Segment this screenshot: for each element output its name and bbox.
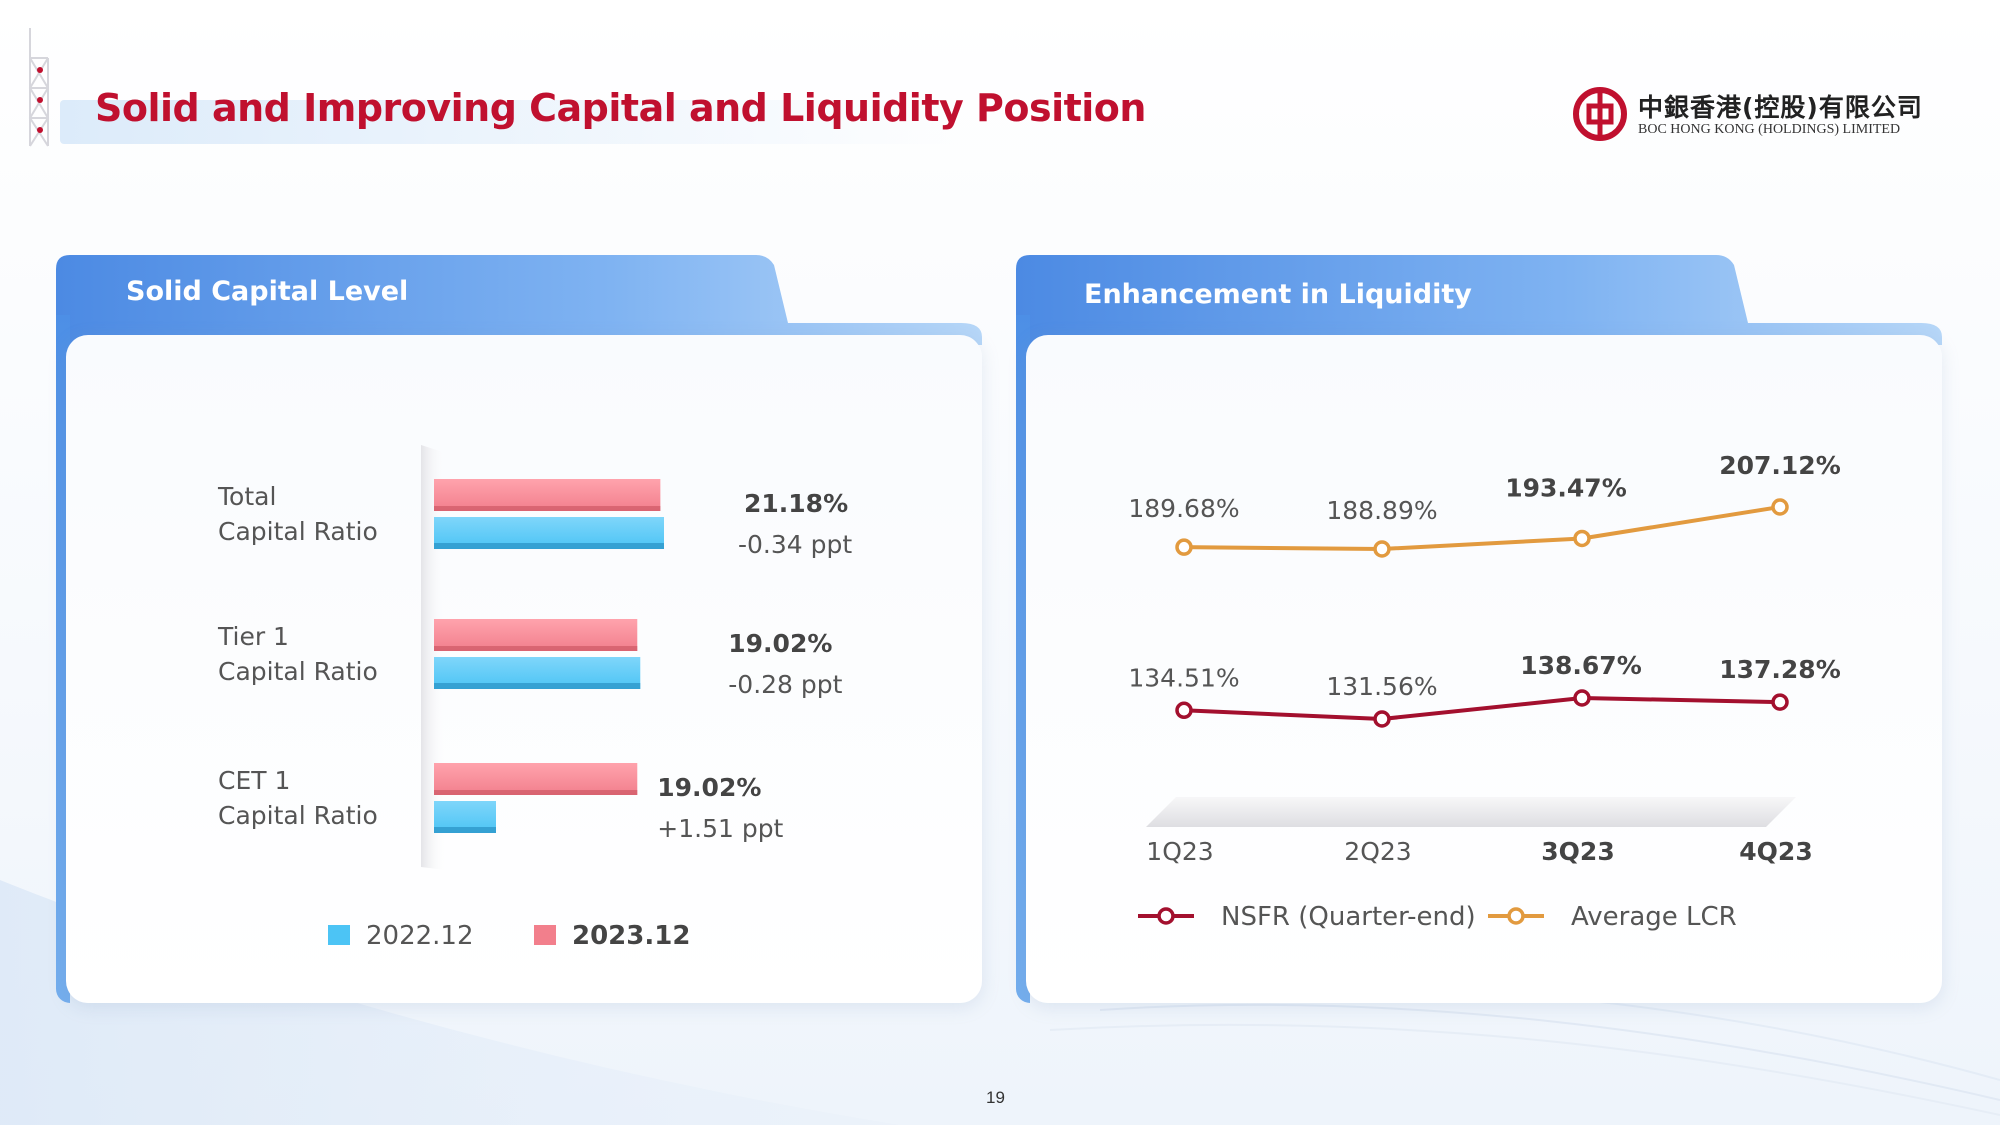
bar-2022-shadow bbox=[434, 543, 664, 549]
lcr-data-label: 193.47% bbox=[1505, 473, 1627, 502]
bar-2023 bbox=[434, 479, 661, 511]
legend-label-nsfr: NSFR (Quarter-end) bbox=[1221, 902, 1476, 932]
category-label-line1: CET 1 bbox=[218, 766, 290, 795]
nsfr-data-label: 131.56% bbox=[1326, 672, 1437, 701]
liquidity-panel-body: 189.68% 188.89% 193.47% 207.12% 134.51% 131.5… bbox=[1026, 335, 1942, 1003]
nsfr-data-label: 137.28% bbox=[1719, 655, 1841, 684]
bar-2023-shadow bbox=[434, 646, 638, 651]
legend-label-2022: 2022.12 bbox=[366, 921, 474, 951]
x-tick-label: 4Q23 bbox=[1739, 837, 1812, 866]
bar-value-label: 21.18% bbox=[744, 489, 848, 518]
company-logo: 中銀香港(控股)有限公司 BOC HONG KONG (HOLDINGS) LI… bbox=[1572, 86, 1932, 146]
bar-2023-shadow bbox=[434, 506, 661, 511]
x-tick-label: 3Q23 bbox=[1541, 837, 1614, 866]
category-label-line1: Tier 1 bbox=[217, 622, 289, 651]
category-label-line2: Capital Ratio bbox=[218, 517, 378, 546]
category-label-line2: Capital Ratio bbox=[218, 657, 378, 686]
nsfr-point bbox=[1771, 693, 1789, 711]
tower-logo-icon bbox=[28, 28, 50, 147]
category-label-line1: Total bbox=[217, 482, 276, 511]
nsfr-point bbox=[1175, 701, 1193, 720]
liquidity-panel-header-tab bbox=[1016, 255, 1942, 345]
line-chart-legend: NSFR (Quarter-end) Average LCR bbox=[1138, 902, 1737, 932]
nsfr-point bbox=[1573, 689, 1591, 707]
liquidity-panel: Enhancement in Liquidity 189.68% 188.89% 1… bbox=[1016, 255, 1942, 1003]
bar-value-label: 19.02% bbox=[657, 773, 761, 802]
line-chart-floor bbox=[1146, 797, 1796, 827]
legend-swatch-2023 bbox=[534, 925, 556, 945]
x-tick-label: 1Q23 bbox=[1146, 837, 1213, 866]
bar-2023 bbox=[434, 619, 638, 651]
logo-chinese-name: 中銀香港(控股)有限公司 bbox=[1638, 93, 1923, 122]
page-number: 19 bbox=[986, 1088, 1005, 1107]
capital-panel: Solid Capital Level Total Capital Ratio 21… bbox=[56, 255, 982, 1003]
legend-nsfr-marker bbox=[1157, 907, 1175, 925]
legend-label-lcr: Average LCR bbox=[1571, 902, 1737, 932]
title-highlight-bar bbox=[60, 100, 960, 144]
bar-change-label: +1.51 ppt bbox=[657, 814, 783, 843]
lcr-point bbox=[1771, 498, 1789, 516]
bar-2022-shadow bbox=[434, 683, 641, 689]
capital-panel-header-tab bbox=[56, 255, 982, 345]
legend-swatch-2022 bbox=[328, 925, 350, 945]
capital-panel-title: Solid Capital Level bbox=[126, 276, 409, 307]
lcr-point bbox=[1373, 540, 1391, 558]
boc-logo-icon bbox=[1573, 87, 1627, 141]
category-label-line2: Capital Ratio bbox=[218, 801, 378, 830]
bar-2023 bbox=[434, 763, 638, 795]
bar-2022-shadow bbox=[434, 827, 496, 833]
liquidity-line-chart: 189.68% 188.89% 193.47% 207.12% 134.51% 131.5… bbox=[1128, 451, 1841, 932]
bar-value-label: 19.02% bbox=[728, 629, 832, 658]
lcr-data-label: 189.68% bbox=[1128, 494, 1239, 523]
lcr-data-label: 207.12% bbox=[1719, 451, 1841, 480]
lcr-line bbox=[1183, 505, 1781, 552]
lcr-point bbox=[1175, 538, 1193, 556]
page-title: Solid and Improving Capital and Liquidit… bbox=[95, 86, 1146, 130]
bar-change-label: -0.28 ppt bbox=[728, 670, 842, 699]
lcr-data-label: 188.89% bbox=[1326, 496, 1437, 525]
nsfr-line bbox=[1183, 695, 1781, 722]
capital-ratio-bar-chart: Total Capital Ratio 21.18% -0.34 ppt Tier 1 C… bbox=[217, 445, 852, 951]
nsfr-data-label: 134.51% bbox=[1128, 663, 1239, 692]
nsfr-data-label: 138.67% bbox=[1520, 651, 1642, 680]
lcr-point bbox=[1573, 529, 1591, 548]
capital-panel-body: Total Capital Ratio 21.18% -0.34 ppt Tier 1 C… bbox=[66, 335, 982, 1003]
liquidity-panel-title: Enhancement in Liquidity bbox=[1084, 279, 1472, 310]
logo-english-name: BOC HONG KONG (HOLDINGS) LIMITED bbox=[1638, 122, 1901, 137]
bar-change-label: -0.34 ppt bbox=[738, 530, 852, 559]
bar-chart-legend: 2022.12 2023.12 bbox=[328, 921, 690, 951]
x-tick-label: 2Q23 bbox=[1344, 837, 1411, 866]
legend-label-2023: 2023.12 bbox=[572, 921, 690, 951]
bar-2023-shadow bbox=[434, 790, 638, 795]
nsfr-point bbox=[1373, 710, 1391, 728]
legend-lcr-marker bbox=[1507, 907, 1525, 925]
